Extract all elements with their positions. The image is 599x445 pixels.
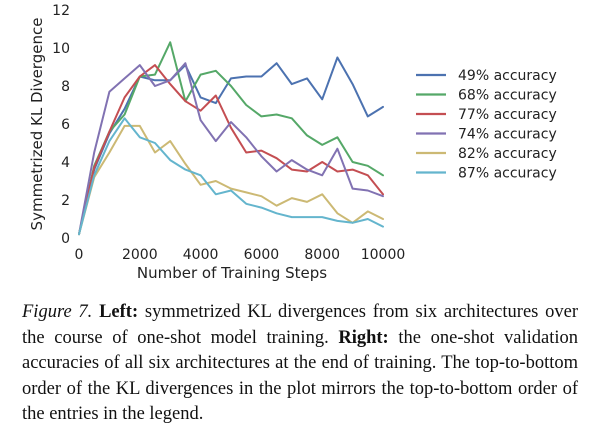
x-tick-label: 0 — [75, 247, 84, 263]
kl-divergence-chart: 0 2 4 6 8 10 12 0 2000 4000 6000 8000 10000 Number … — [28, 3, 557, 282]
caption-right-text: the one-shot validation accuracies of al… — [22, 327, 578, 425]
y-axis: 0 2 4 6 8 10 12 — [52, 3, 70, 247]
legend: 49% accuracy 68% accuracy 77% accuracy 74% … — [416, 68, 557, 182]
x-tick-label: 6000 — [244, 247, 280, 263]
series-lines — [78, 41, 384, 236]
legend-entry: 77% accuracy — [458, 107, 557, 123]
caption-left-label: Left: — [99, 302, 139, 322]
series-line-1 — [78, 56, 384, 236]
caption-left-text: symmetrized KL divergences from six arch… — [22, 302, 578, 348]
y-tick-label: 10 — [52, 41, 70, 57]
x-tick-label: 4000 — [183, 247, 219, 263]
y-tick-label: 8 — [61, 79, 70, 95]
series-line-4 — [78, 62, 384, 236]
series-line-6 — [78, 117, 384, 236]
x-axis: 0 2000 4000 6000 8000 10000 — [75, 247, 406, 263]
figure-label: Figure 7. — [22, 302, 93, 322]
x-axis-label: Number of Training Steps — [137, 264, 327, 282]
series-line-5 — [78, 124, 384, 236]
y-tick-label: 4 — [61, 155, 70, 171]
y-tick-label: 0 — [61, 231, 70, 247]
x-tick-label: 10000 — [361, 247, 406, 263]
legend-entry: 68% accuracy — [458, 88, 557, 104]
legend-entry: 49% accuracy — [458, 68, 557, 84]
caption-right-label: Right: — [338, 327, 389, 348]
series-line-3 — [78, 64, 384, 236]
y-tick-label: 12 — [52, 3, 70, 19]
legend-entry: 74% accuracy — [458, 127, 557, 143]
y-axis-label: Symmetrized KL Divergence — [28, 18, 46, 231]
x-tick-label: 8000 — [304, 247, 340, 263]
y-tick-label: 6 — [61, 117, 70, 133]
legend-entry: 82% accuracy — [458, 146, 557, 162]
x-tick-label: 2000 — [122, 247, 158, 263]
figure-caption: Figure 7. Left: symmetrized KL divergenc… — [22, 300, 578, 428]
series-line-2 — [78, 41, 384, 236]
y-tick-label: 2 — [61, 193, 70, 209]
legend-entry: 87% accuracy — [458, 166, 557, 182]
